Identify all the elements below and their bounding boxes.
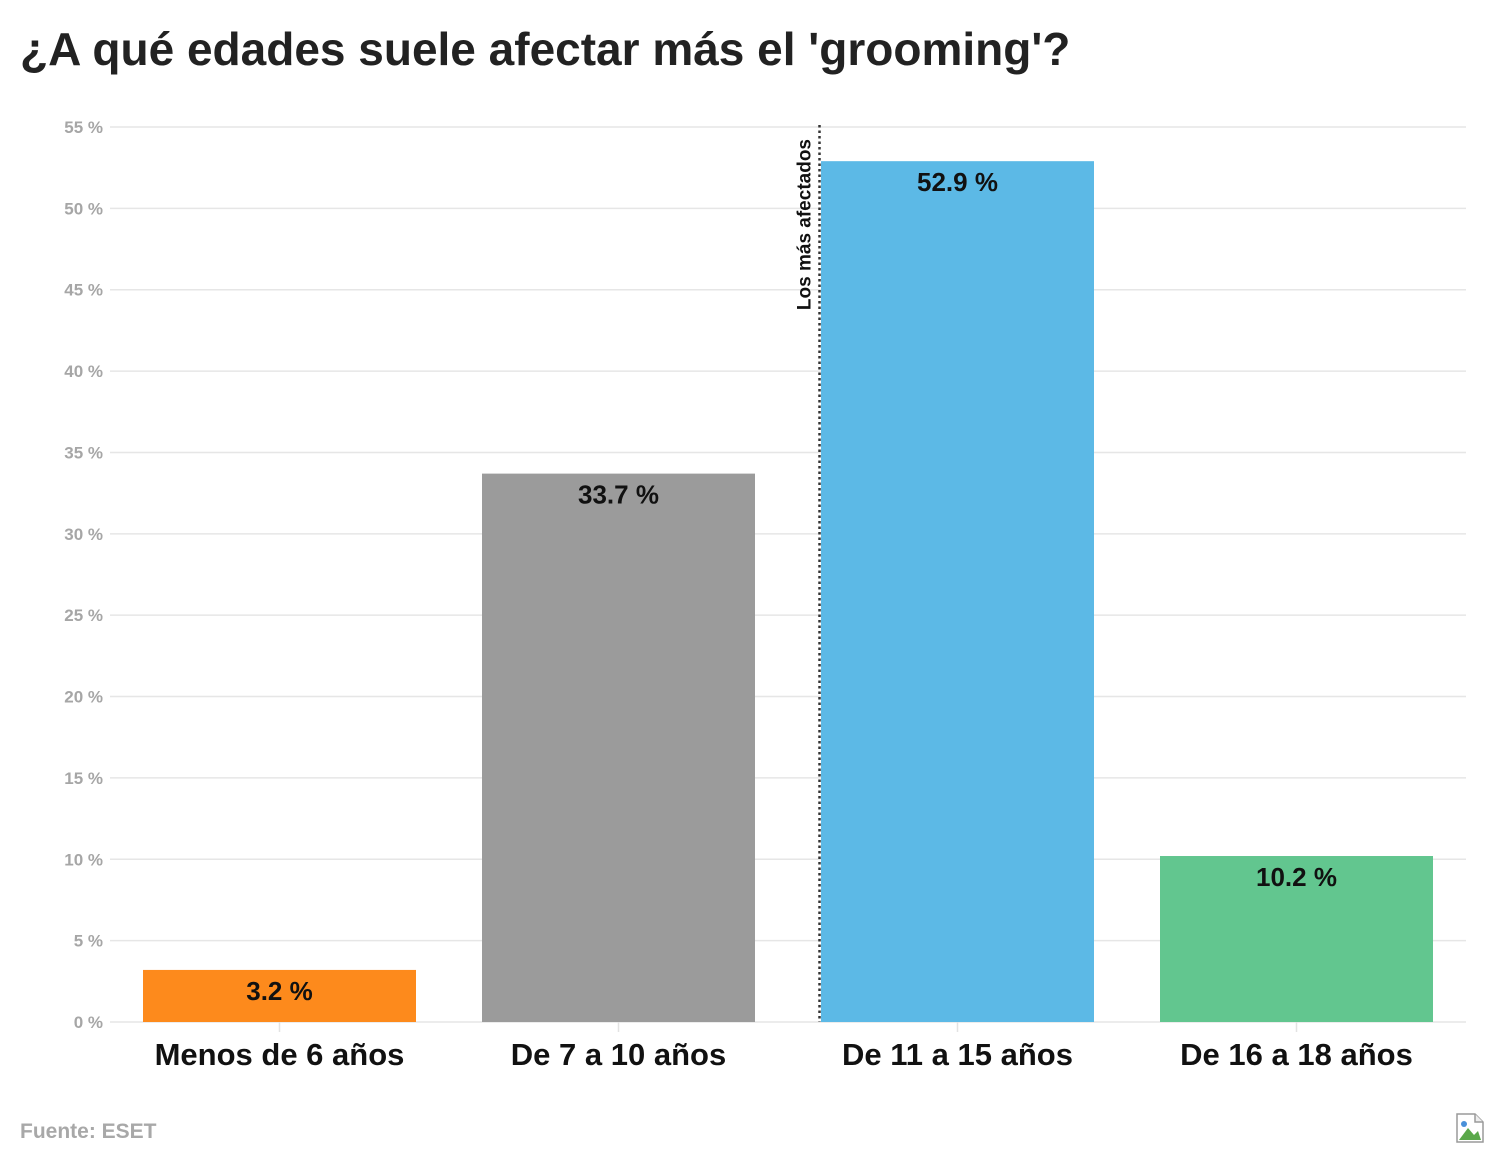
bar: [143, 969, 416, 1022]
bar: [821, 161, 1094, 1022]
source-note: Fuente: ESET: [20, 1120, 157, 1143]
y-tick-label: 55 %: [64, 118, 103, 137]
y-tick-label: 50 %: [64, 199, 103, 218]
y-tick-label: 20 %: [64, 688, 103, 707]
y-tick-label: 10 %: [64, 850, 103, 869]
x-tick-label: De 11 a 15 años: [842, 1037, 1073, 1072]
x-tick-label: De 7 a 10 años: [511, 1037, 726, 1072]
y-axis-tick-labels: 0 % 5 % 10 % 15 % 20 % 25 % 30 % 35 % 40 % 45 % 50…: [64, 118, 103, 1032]
y-tick-label: 30 %: [64, 525, 103, 544]
broken-image-icon: [1456, 1113, 1484, 1143]
grid-lines: [110, 126, 1466, 1023]
bars: [143, 161, 1433, 1022]
data-label: 33.7 %: [578, 480, 659, 510]
y-tick-label: 25 %: [64, 606, 103, 625]
data-label: 3.2 %: [246, 976, 313, 1006]
x-axis-ticks: Menos de 6 años De 7 a 10 años De 11 a 15 …: [155, 1022, 1413, 1072]
annotation: Los más afectados: [795, 125, 821, 1022]
bar: [482, 473, 755, 1022]
bar-value-labels: 3.2 % 33.7 % 52.9 % 10.2 %: [246, 167, 1337, 1006]
x-tick-label: Menos de 6 años: [155, 1037, 405, 1072]
annotation-label: Los más afectados: [795, 139, 816, 310]
data-label: 10.2 %: [1256, 862, 1337, 892]
y-tick-label: 15 %: [64, 769, 103, 788]
y-tick-label: 5 %: [74, 932, 103, 951]
y-tick-label: 0 %: [74, 1013, 103, 1032]
data-label: 52.9 %: [917, 167, 998, 197]
y-tick-label: 45 %: [64, 281, 103, 300]
y-tick-label: 40 %: [64, 362, 103, 381]
chart-title: ¿A qué edades suele afectar más el 'groo…: [20, 23, 1071, 75]
y-tick-label: 35 %: [64, 443, 103, 462]
x-tick-label: De 16 a 18 años: [1180, 1037, 1413, 1072]
bar: [1160, 856, 1433, 1022]
